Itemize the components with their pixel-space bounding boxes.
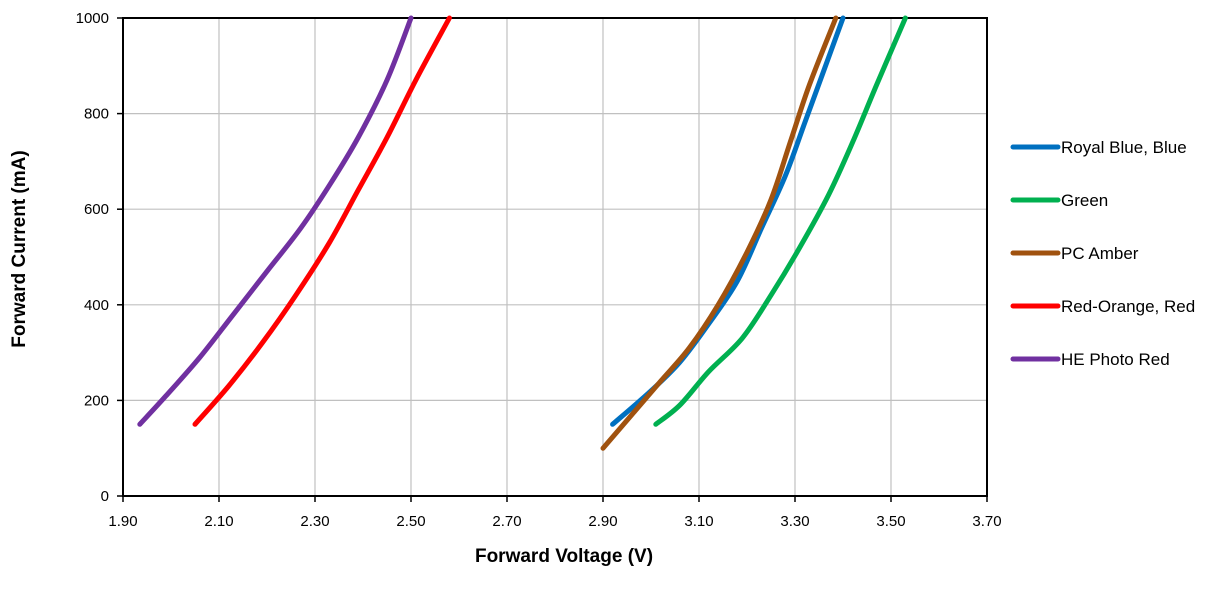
y-axis-tick-labels: 0 200 400 600 800 1000	[76, 10, 123, 505]
legend-label: HE Photo Red	[1061, 350, 1170, 369]
series-line-pc-amber	[600, 15, 839, 451]
legend-item-red-orange-red: Red-Orange, Red	[1010, 297, 1195, 316]
legend-label: Royal Blue, Blue	[1061, 138, 1187, 157]
series-lines	[137, 15, 908, 451]
grid-lines	[123, 18, 987, 496]
x-tick-label: 2.90	[588, 513, 617, 530]
legend-item-royal-blue-blue: Royal Blue, Blue	[1010, 138, 1187, 157]
series-line-green	[653, 15, 908, 427]
y-tick-label: 0	[101, 488, 109, 505]
legend: Royal Blue, Blue Green PC Amber Red-Orange,…	[1010, 138, 1195, 369]
series-line-royal-blue-blue	[610, 15, 846, 427]
y-tick-label: 1000	[76, 10, 109, 27]
x-tick-label: 2.50	[396, 513, 425, 530]
x-tick-label: 3.30	[780, 513, 809, 530]
x-axis-title: Forward Voltage (V)	[475, 546, 653, 567]
x-tick-label: 1.90	[108, 513, 137, 530]
x-tick-label: 3.50	[876, 513, 905, 530]
y-tick-label: 200	[84, 392, 109, 409]
legend-label: PC Amber	[1061, 244, 1139, 263]
x-tick-label: 3.10	[684, 513, 713, 530]
x-tick-label: 2.10	[204, 513, 233, 530]
legend-item-he-photo-red: HE Photo Red	[1010, 350, 1170, 369]
series-line-red-orange-red	[192, 15, 452, 427]
y-tick-label: 600	[84, 201, 109, 218]
legend-label: Green	[1061, 191, 1108, 210]
x-tick-label: 2.30	[300, 513, 329, 530]
y-tick-label: 400	[84, 297, 109, 314]
series-line-he-photo-red	[137, 15, 414, 427]
legend-item-pc-amber: PC Amber	[1010, 244, 1139, 263]
y-axis-title: Forward Current (mA)	[9, 150, 30, 347]
x-tick-label: 2.70	[492, 513, 521, 530]
legend-label: Red-Orange, Red	[1061, 297, 1195, 316]
legend-item-green: Green	[1010, 191, 1108, 210]
x-axis-tick-labels: 1.90 2.10 2.30 2.50 2.70 2.90 3.10 3.30 3.50 3.70	[108, 496, 1002, 530]
x-tick-label: 3.70	[972, 513, 1001, 530]
plot-area-frame	[122, 17, 988, 497]
y-tick-label: 800	[84, 106, 109, 123]
